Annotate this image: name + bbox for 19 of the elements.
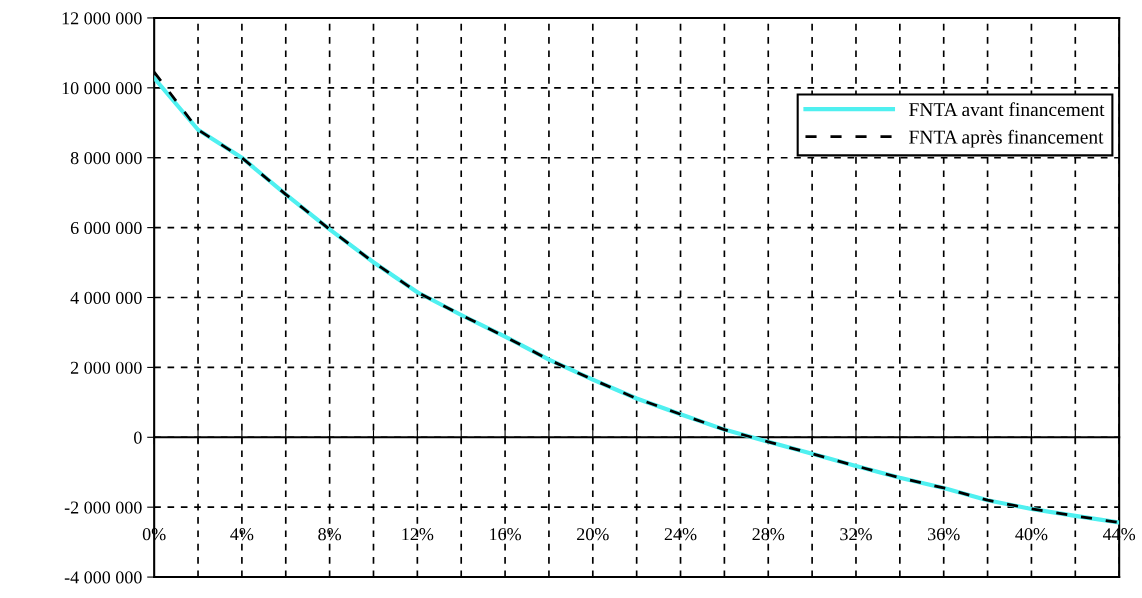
x-tick-label: 28% <box>752 528 785 541</box>
x-tick-label: 4% <box>230 528 254 541</box>
x-tick-label: 8% <box>318 528 342 541</box>
x-tick-label: 24% <box>664 528 697 541</box>
legend-label: FNTA après financement <box>909 129 1104 148</box>
y-tick-label: -4 000 000 <box>64 571 142 584</box>
legend-label: FNTA avant financement <box>909 102 1105 117</box>
y-tick-label: 2 000 000 <box>70 361 142 374</box>
y-tick-label: 0 <box>134 431 142 444</box>
y-tick-label: 12 000 000 <box>62 12 142 25</box>
y-tick-label: -2 000 000 <box>64 501 142 514</box>
x-tick-label: 32% <box>840 528 872 541</box>
y-tick-label: 10 000 000 <box>62 82 142 95</box>
x-tick-label: 12% <box>402 528 434 541</box>
y-tick-label: 4 000 000 <box>70 291 142 304</box>
y-tick-label: 6 000 000 <box>70 221 142 235</box>
x-tick-label: 36% <box>928 528 960 541</box>
x-tick-label: 16% <box>490 528 522 541</box>
y-tick-label: 8 000 000 <box>70 151 142 165</box>
